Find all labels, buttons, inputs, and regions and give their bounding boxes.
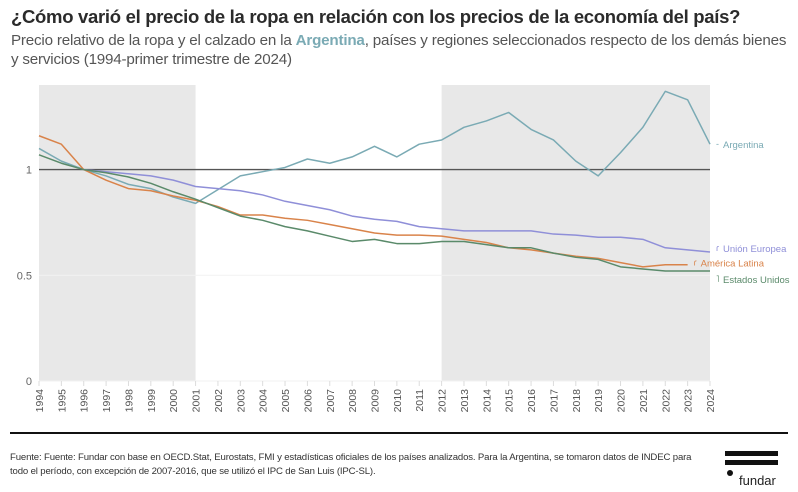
shaded-periods bbox=[39, 85, 710, 381]
x-tick-label: 2022 bbox=[660, 389, 672, 413]
label-tick-argentina: - bbox=[716, 139, 719, 149]
series-label-america-latina: América Latina bbox=[701, 259, 765, 270]
subtitle-text-post: , países y regiones seleccionados respec… bbox=[11, 32, 787, 68]
x-tick-label: 1999 bbox=[146, 389, 158, 413]
x-tick-label: 2023 bbox=[683, 389, 695, 413]
x-tick-label: 2003 bbox=[235, 389, 247, 413]
x-tick-label: 1997 bbox=[101, 389, 113, 413]
x-tick-label: 2012 bbox=[437, 389, 449, 413]
x-tick-label: 1996 bbox=[79, 389, 91, 413]
label-tick-america-latina: ɾ bbox=[694, 258, 697, 268]
x-tick-label: 2024 bbox=[705, 389, 717, 413]
x-tick-label: 2018 bbox=[571, 389, 583, 413]
series-label-union-europea: Unión Europea bbox=[723, 244, 787, 255]
y-tick-label: 0.5 bbox=[17, 270, 32, 282]
x-tick-label: 2002 bbox=[213, 389, 225, 413]
x-tick-label: 2016 bbox=[526, 389, 538, 413]
label-tick-estados-unidos: ˥ bbox=[716, 274, 719, 284]
x-tick-label: 1995 bbox=[56, 389, 68, 413]
x-tick-label: 2006 bbox=[302, 389, 314, 413]
y-tick-label: 0 bbox=[26, 376, 32, 388]
logo-bar-top bbox=[725, 451, 778, 456]
label-tick-union-europea: ɾ bbox=[716, 243, 719, 253]
logo-dot bbox=[727, 470, 733, 476]
x-tick-label: 2000 bbox=[168, 389, 180, 413]
subtitle-text-pre: Precio relativo de la ropa y el calzado … bbox=[11, 32, 296, 49]
x-tick-label: 2008 bbox=[347, 389, 359, 413]
x-tick-label: 2001 bbox=[191, 389, 203, 413]
x-tick-label: 2010 bbox=[392, 389, 404, 413]
x-tick-label: 2009 bbox=[370, 389, 382, 413]
x-axis: 1994 1995 1996 1997 1998 1999 2000 2001 2002 2003… bbox=[34, 381, 717, 412]
series-lines bbox=[38, 90, 711, 272]
x-tick-label: 2015 bbox=[504, 389, 516, 413]
x-tick-label: 2014 bbox=[481, 389, 493, 413]
chart-subtitle: Precio relativo de la ropa y el calzado … bbox=[11, 31, 791, 69]
y-axis: 00.51 bbox=[17, 165, 32, 388]
subtitle-highlight-argentina: Argentina bbox=[295, 32, 365, 49]
x-tick-label: 2011 bbox=[414, 389, 426, 412]
y-tick-label: 1 bbox=[26, 165, 32, 177]
x-tick-label: 2020 bbox=[616, 389, 628, 413]
x-tick-label: 2019 bbox=[593, 389, 605, 413]
series-label-estados-unidos: Estados Unidos bbox=[723, 275, 790, 286]
shaded-period-1 bbox=[441, 85, 710, 381]
x-tick-label: 2007 bbox=[325, 389, 337, 413]
series-label-argentina: Argentina bbox=[723, 140, 764, 151]
x-tick-label: 1994 bbox=[34, 389, 46, 413]
source-note: Fuente: Fuente: Fundar con base en OECD.… bbox=[10, 452, 692, 477]
x-tick-label: 1998 bbox=[123, 389, 135, 413]
shaded-period-0 bbox=[39, 85, 196, 381]
x-tick-label: 2004 bbox=[258, 389, 270, 413]
x-tick-label: 2013 bbox=[459, 389, 471, 413]
x-tick-label: 2021 bbox=[638, 389, 650, 413]
logo-wordmark: fundar bbox=[739, 473, 776, 488]
series-line-america-latina bbox=[38, 135, 688, 268]
footer-divider bbox=[10, 432, 788, 434]
x-tick-label: 2017 bbox=[548, 389, 560, 413]
chart-title: ¿Cómo varió el precio de la ropa en rela… bbox=[11, 6, 741, 27]
logo-bar-bottom bbox=[725, 460, 778, 465]
line-chart: 1994 1995 1996 1997 1998 1999 2000 2001 2002 2003… bbox=[17, 85, 790, 412]
x-tick-label: 2005 bbox=[280, 389, 292, 413]
fundar-logo: fundar bbox=[724, 450, 784, 490]
series-labels: - Argentina ɾ Unión Europea ɾ América Latina ˥… bbox=[694, 139, 790, 286]
